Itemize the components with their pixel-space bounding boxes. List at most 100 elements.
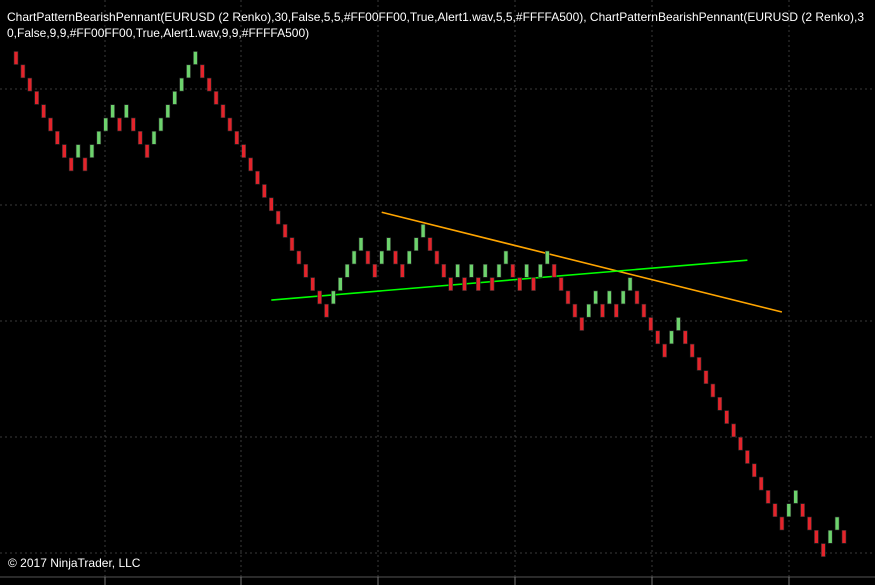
renko-brick-down <box>441 263 447 278</box>
renko-brick-down <box>820 543 826 557</box>
renko-brick-up <box>96 131 102 145</box>
brick-series <box>13 51 847 557</box>
renko-brick-up <box>337 277 343 291</box>
renko-brick-up <box>620 290 626 305</box>
renko-brick-down <box>551 263 557 278</box>
renko-brick-down <box>572 303 578 318</box>
renko-brick-down <box>724 410 730 424</box>
renko-brick-down <box>448 277 454 291</box>
renko-brick-up <box>827 529 833 544</box>
renko-brick-up <box>834 516 840 531</box>
renko-brick-down <box>20 64 26 79</box>
renko-brick-up <box>89 144 95 158</box>
renko-brick-down <box>613 303 619 318</box>
renko-brick-down <box>248 157 253 172</box>
renko-brick-up <box>669 330 674 345</box>
renko-brick-up <box>607 290 612 305</box>
renko-brick-up <box>158 117 164 132</box>
renko-brick-down <box>427 237 433 251</box>
renko-brick-down <box>682 330 688 345</box>
renko-brick-down <box>703 370 709 385</box>
renko-brick-down <box>475 277 481 291</box>
renko-brick-down <box>268 197 274 212</box>
renko-brick-down <box>731 423 736 438</box>
renko-brick-up <box>503 250 509 265</box>
renko-brick-up <box>151 131 157 145</box>
renko-brick-down <box>738 436 743 451</box>
renko-brick-down <box>758 476 764 491</box>
renko-brick-down <box>517 277 523 291</box>
renko-brick-down <box>745 450 750 464</box>
renko-brick-up <box>496 263 502 278</box>
renko-brick-down <box>558 277 564 291</box>
renko-brick-down <box>68 157 74 172</box>
renko-brick-up <box>165 104 171 118</box>
renko-brick-up <box>627 277 633 291</box>
renko-brick-up <box>544 250 550 265</box>
renko-brick-down <box>372 263 378 278</box>
renko-brick-down <box>296 250 302 265</box>
renko-brick-up <box>179 77 184 92</box>
renko-brick-down <box>220 104 226 118</box>
renko-brick-down <box>144 144 150 158</box>
indicator-label: ChartPatternBearishPennant(EURUSD (2 Ren… <box>7 10 865 40</box>
renko-brick-up <box>420 224 426 238</box>
renko-brick-down <box>434 250 440 265</box>
renko-brick-down <box>710 383 716 398</box>
renko-brick-down <box>689 343 695 358</box>
renko-brick-down <box>275 210 281 225</box>
renko-brick-down <box>531 277 536 291</box>
renko-brick-up <box>482 263 488 278</box>
renko-brick-down <box>841 529 847 544</box>
renko-brick-up <box>193 51 198 65</box>
renko-brick-down <box>565 290 571 305</box>
renko-brick-up <box>331 290 336 305</box>
renko-brick-down <box>310 277 316 291</box>
renko-brick-down <box>48 117 53 132</box>
renko-brick-up <box>344 263 350 278</box>
renko-brick-down <box>137 131 143 145</box>
renko-brick-down <box>765 490 771 504</box>
renko-brick-down <box>34 91 40 105</box>
renko-brick-down <box>61 144 67 158</box>
renko-brick-up <box>110 104 115 118</box>
renko-brick-up <box>586 303 592 318</box>
renko-brick-down <box>400 263 405 278</box>
renko-brick-up <box>538 263 543 278</box>
renko-brick-down <box>393 250 398 265</box>
renko-brick-down <box>641 303 647 318</box>
copyright-label: © 2017 NinjaTrader, LLC <box>8 556 141 570</box>
renko-brick-up <box>103 117 108 132</box>
support-trendline[interactable] <box>271 259 748 301</box>
renko-brick-down <box>117 117 122 132</box>
renko-brick-up <box>455 263 460 278</box>
renko-brick-down <box>27 77 33 92</box>
renko-brick-down <box>213 91 219 105</box>
renko-brick-up <box>75 144 81 158</box>
renko-brick-down <box>241 144 246 158</box>
renko-brick-down <box>696 357 702 371</box>
resistance-trendline[interactable] <box>381 211 783 313</box>
renko-brick-down <box>814 529 819 544</box>
renko-brick-down <box>510 263 516 278</box>
renko-brick-up <box>351 250 357 265</box>
renko-brick-up <box>593 290 598 305</box>
renko-brick-down <box>662 343 667 358</box>
renko-brick-down <box>462 277 467 291</box>
renko-brick-up <box>413 237 419 251</box>
renko-brick-down <box>200 64 205 79</box>
renko-brick-up <box>676 317 681 331</box>
renko-brick-up <box>172 91 177 105</box>
renko-brick-down <box>600 303 605 318</box>
renko-brick-down <box>55 131 60 145</box>
renko-brick-up <box>124 104 129 118</box>
renko-brick-up <box>379 250 385 265</box>
renko-brick-down <box>282 224 288 238</box>
renko-brick-down <box>634 290 640 305</box>
renko-brick-down <box>131 117 136 132</box>
renko-brick-up <box>793 490 799 504</box>
renko-brick-up <box>469 263 474 278</box>
